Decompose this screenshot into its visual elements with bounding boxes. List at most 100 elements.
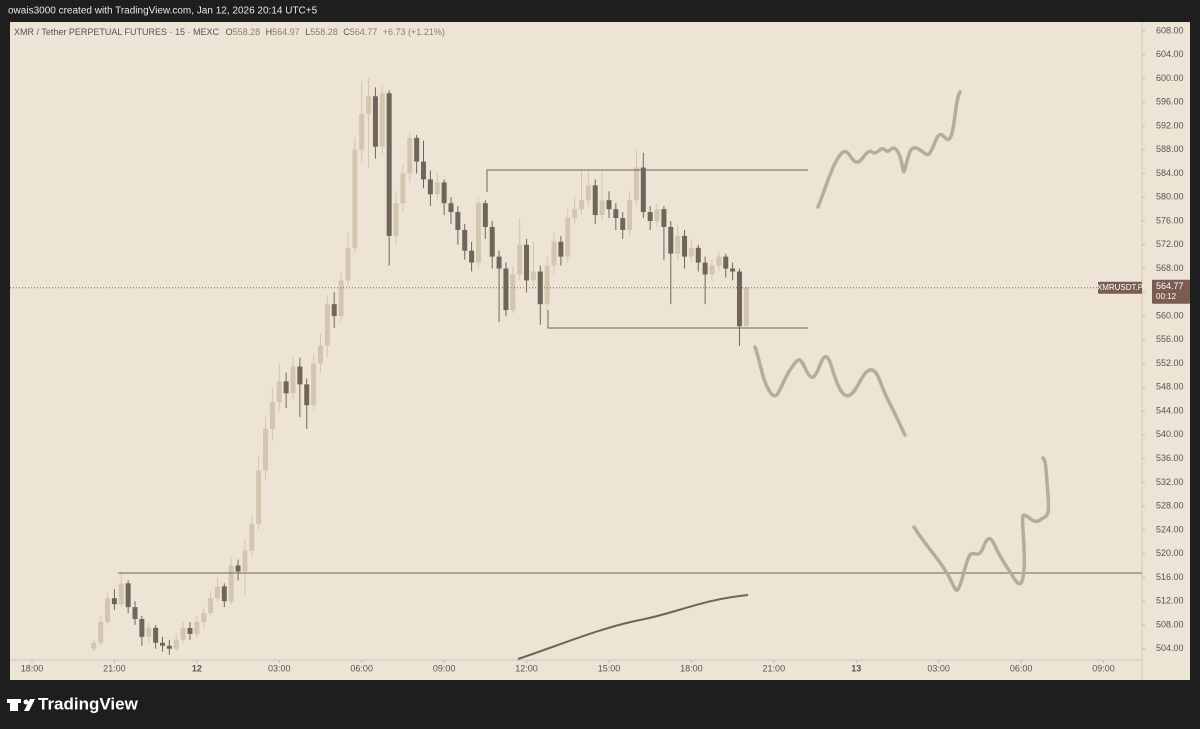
logo-mark <box>10 699 18 711</box>
candle-body <box>723 256 729 269</box>
candle-body <box>173 639 179 649</box>
candle-body <box>709 265 715 275</box>
sketch-up <box>816 90 962 209</box>
x-tick-label: 06:00 <box>1010 663 1033 673</box>
candle-body <box>297 366 303 385</box>
candle-body <box>407 137 413 174</box>
candle-body <box>256 470 262 524</box>
price-box <box>1152 279 1190 304</box>
candle-body <box>578 200 584 210</box>
candle-body <box>125 583 131 608</box>
x-tick-label: 21:00 <box>103 663 126 673</box>
legend: XMR / Tether PERPETUAL FUTURES · 15 · ME… <box>14 27 445 37</box>
candle-body <box>448 203 454 213</box>
candle-body <box>489 226 495 257</box>
candle-body <box>524 244 530 281</box>
chart-area <box>10 22 1190 680</box>
candle-body <box>263 428 269 471</box>
candle-body <box>421 161 427 180</box>
candle-body <box>338 280 344 317</box>
candle-body <box>276 381 282 403</box>
legend-value: 564.97 <box>272 27 300 37</box>
candle-body <box>702 262 708 275</box>
legend-change: +6.73 (+1.21%) <box>383 27 445 37</box>
y-tick-label: 596.00 <box>1156 97 1184 107</box>
y-tick-label: 568.00 <box>1156 263 1184 273</box>
x-tick-label: 12 <box>192 663 202 673</box>
y-tick-label: 560.00 <box>1156 310 1184 320</box>
candle-body <box>208 598 214 614</box>
candle-body <box>317 345 323 364</box>
candle-body <box>730 268 736 272</box>
candle-body <box>441 182 447 204</box>
candle-body <box>654 209 660 222</box>
sketch-down <box>753 345 907 437</box>
y-tick-label: 532.00 <box>1156 477 1184 487</box>
candle-body <box>558 241 564 257</box>
legend-value: 564.77 <box>350 27 378 37</box>
candle-body <box>194 621 200 634</box>
legend-key: O <box>226 27 233 37</box>
x-tick-label: 03:00 <box>268 663 291 673</box>
legend-key: C <box>343 27 350 37</box>
candle-body <box>201 613 207 622</box>
candle-body <box>372 96 378 147</box>
candle-body <box>503 268 509 311</box>
candle-body <box>565 218 571 257</box>
candle-body <box>496 256 502 269</box>
candle-body <box>627 200 633 230</box>
range-bottom-drawing <box>547 310 808 329</box>
y-tick-label: 608.00 <box>1156 25 1184 35</box>
y-tick-label: 516.00 <box>1156 572 1184 582</box>
candle-body <box>111 598 117 605</box>
x-tick-label: 21:00 <box>763 663 786 673</box>
sketch-rebound <box>912 456 1051 592</box>
candle-body <box>620 218 626 230</box>
candle-body <box>695 247 701 263</box>
candle-body <box>469 250 475 263</box>
y-tick-label: 540.00 <box>1156 429 1184 439</box>
candle-body <box>633 167 639 201</box>
candle-body <box>736 271 742 327</box>
x-tick-label: 06:00 <box>350 663 373 673</box>
y-tick-label: 580.00 <box>1156 192 1184 202</box>
ticker-label: XMRUSDT.P <box>1097 283 1143 292</box>
y-tick-label: 508.00 <box>1156 619 1184 629</box>
candle-body <box>572 209 578 219</box>
candle-body <box>379 93 385 147</box>
candle-body <box>180 627 186 640</box>
y-tick-label: 524.00 <box>1156 524 1184 534</box>
range-top-drawing <box>486 169 808 192</box>
candle-body <box>427 179 433 195</box>
logo-mark <box>24 699 35 711</box>
legend-key: H <box>266 27 273 37</box>
x-tick-label: 09:00 <box>1092 663 1115 673</box>
candle-body <box>98 621 104 643</box>
plot <box>91 78 749 655</box>
y-tick-label: 504.00 <box>1156 643 1184 653</box>
x-tick-label: 13 <box>851 663 861 673</box>
candle-body <box>228 565 234 602</box>
y-tick-label: 528.00 <box>1156 501 1184 511</box>
candle-body <box>146 627 152 637</box>
watermark: TradingView <box>38 694 139 713</box>
logo-mark <box>7 699 21 703</box>
x-tick-label: 15:00 <box>598 663 621 673</box>
candle-body <box>462 229 468 251</box>
legend-value: 558.28 <box>310 27 338 37</box>
logo-mark <box>23 699 29 705</box>
candle-body <box>153 627 159 643</box>
candle-body <box>283 381 289 394</box>
candle-body <box>640 167 646 213</box>
caption: owais3000 created with TradingView.com, … <box>8 6 318 17</box>
sketches <box>753 90 1051 592</box>
candle-body <box>688 247 694 257</box>
symbol: XMR / Tether PERPETUAL FUTURES · 15 · ME… <box>14 27 220 37</box>
x-tick-label: 03:00 <box>927 663 950 673</box>
candle-body <box>352 149 358 248</box>
candle-body <box>716 256 722 266</box>
y-tick-label: 536.00 <box>1156 453 1184 463</box>
candle-body <box>366 96 372 115</box>
candle-body <box>400 173 406 204</box>
